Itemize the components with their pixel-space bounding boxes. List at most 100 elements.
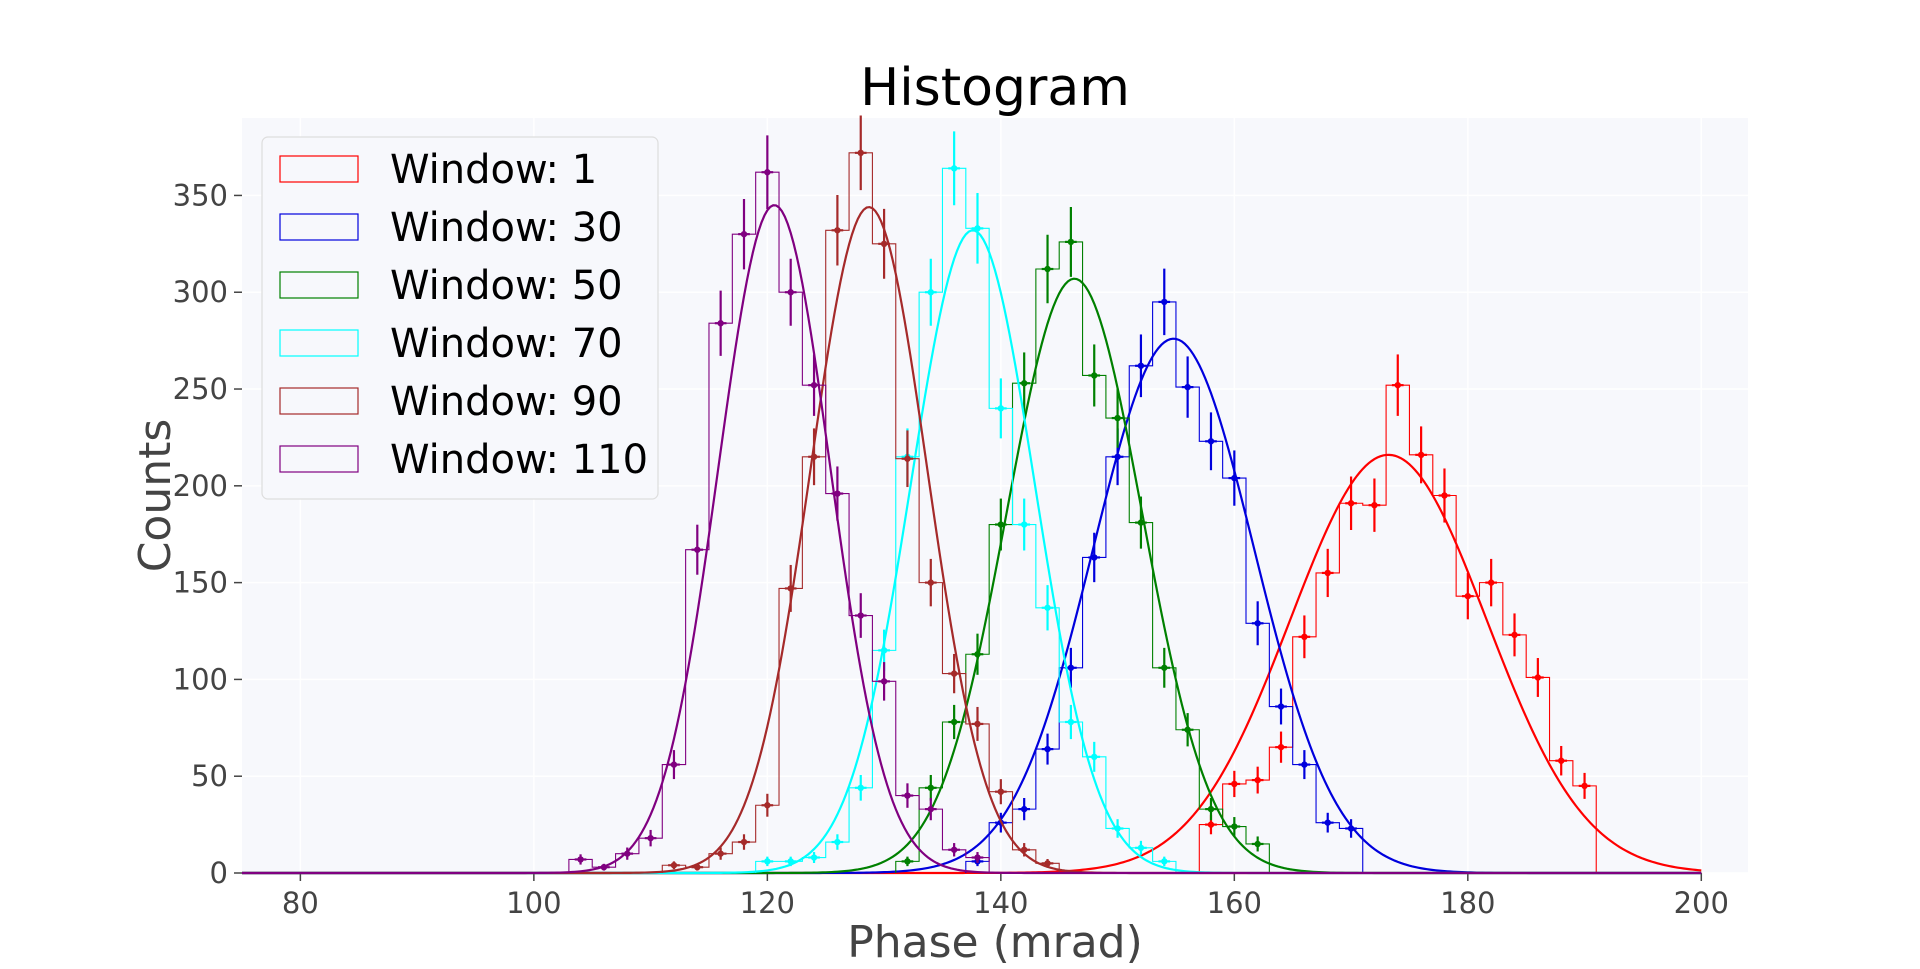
data-point — [1417, 451, 1425, 459]
data-point — [974, 854, 981, 861]
data-point — [927, 579, 934, 586]
data-point — [1020, 380, 1028, 387]
data-point — [1137, 362, 1145, 369]
data-point — [1067, 718, 1075, 726]
data-point — [670, 862, 678, 869]
data-point — [717, 850, 724, 857]
y-tick-label: 350 — [173, 178, 228, 212]
data-point — [1371, 501, 1378, 509]
data-point — [1558, 757, 1565, 764]
data-point — [1044, 860, 1051, 867]
data-point — [880, 678, 888, 685]
legend-label: Window: 30 — [390, 205, 623, 251]
data-point — [1301, 633, 1308, 641]
data-point — [1581, 782, 1588, 790]
x-tick-label: 180 — [1440, 886, 1495, 920]
data-point — [1277, 743, 1285, 751]
x-axis-label: Phase (mrad) — [847, 917, 1143, 968]
data-point — [1254, 620, 1261, 627]
data-point — [1394, 381, 1401, 389]
data-point — [1067, 664, 1075, 671]
data-point — [1301, 761, 1308, 768]
data-point — [1044, 265, 1051, 273]
legend-label: Window: 70 — [390, 321, 623, 367]
legend-label: Window: 50 — [390, 263, 623, 309]
data-point — [997, 788, 1005, 795]
data-point — [577, 856, 584, 863]
y-tick-label: 50 — [191, 759, 228, 793]
data-point — [810, 381, 818, 389]
data-point — [1161, 298, 1168, 306]
data-point — [1441, 492, 1448, 499]
data-point — [764, 858, 771, 865]
y-axis-ticks: 0 50 100 150 200 250 300 350 — [173, 178, 242, 890]
gaussian-fit-line — [242, 204, 1702, 875]
data-point — [1487, 579, 1495, 586]
x-tick-label: 160 — [1207, 886, 1262, 920]
data-point — [1091, 753, 1098, 761]
data-point — [1044, 604, 1051, 611]
data-point — [1161, 664, 1168, 671]
data-point — [857, 612, 864, 619]
legend-label: Window: 110 — [390, 437, 648, 483]
data-point — [834, 490, 841, 497]
data-point — [1161, 858, 1168, 865]
data-point — [1020, 521, 1028, 528]
data-point — [974, 225, 981, 232]
data-point — [1207, 805, 1215, 813]
data-point — [1207, 438, 1215, 445]
chart-title: Histogram — [860, 58, 1130, 118]
data-point — [904, 858, 911, 865]
series-layer — [242, 115, 1702, 875]
data-point — [1114, 414, 1121, 422]
data-point — [1091, 554, 1098, 561]
histogram-outline — [755, 167, 1177, 873]
data-point — [1091, 372, 1098, 379]
data-point — [1184, 383, 1191, 391]
legend-swatch — [279, 213, 359, 241]
data-point — [927, 289, 934, 296]
data-point — [1254, 776, 1261, 784]
data-point — [1464, 592, 1472, 600]
data-point — [1511, 631, 1518, 639]
data-point — [1231, 780, 1238, 788]
data-point — [880, 240, 888, 248]
legend-frame — [261, 136, 659, 500]
legend-swatch — [279, 271, 359, 299]
legend-label: Window: 90 — [390, 379, 623, 425]
x-tick-label: 100 — [506, 886, 561, 920]
y-axis-label: Counts — [130, 419, 181, 573]
data-point — [974, 720, 981, 728]
data-point — [764, 802, 771, 809]
data-point — [1067, 238, 1075, 246]
y-tick-label: 0 — [210, 856, 228, 890]
data-point — [647, 834, 654, 842]
data-point — [950, 846, 958, 853]
data-point — [927, 784, 934, 792]
data-point — [1137, 844, 1145, 852]
y-tick-label: 150 — [173, 566, 228, 600]
series-window-110 — [242, 135, 1702, 875]
data-point — [857, 784, 864, 792]
y-tick-label: 100 — [173, 662, 228, 696]
data-point — [810, 854, 818, 861]
data-point — [787, 289, 794, 296]
x-tick-label: 140 — [973, 886, 1028, 920]
data-point — [1137, 519, 1145, 526]
data-point — [1207, 821, 1215, 828]
data-point — [1254, 840, 1261, 848]
data-point — [1044, 745, 1051, 753]
data-point — [1324, 819, 1331, 826]
data-point — [1347, 500, 1355, 507]
data-point — [904, 455, 911, 462]
data-point — [834, 227, 841, 234]
histogram-outline — [568, 171, 990, 873]
data-point — [764, 169, 771, 176]
data-point — [904, 792, 911, 799]
y-tick-label: 300 — [173, 275, 228, 309]
data-point — [740, 230, 748, 238]
legend-swatch — [279, 329, 359, 357]
data-point — [834, 838, 841, 846]
data-point — [927, 805, 934, 813]
